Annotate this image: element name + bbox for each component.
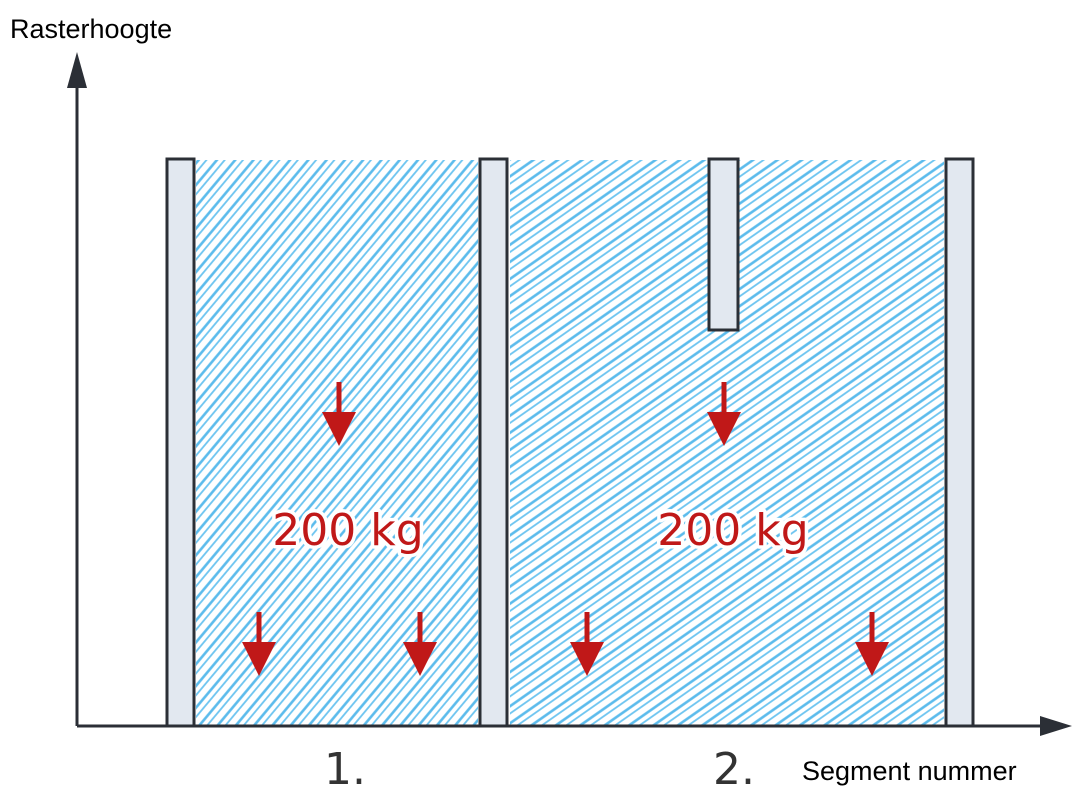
down-arrow-icon — [570, 612, 604, 676]
x-axis-arrowhead — [1040, 716, 1072, 736]
down-arrow-icon — [707, 382, 741, 446]
y-axis-label: Rasterhoogte — [10, 14, 172, 44]
down-arrow-icon — [242, 612, 276, 676]
down-arrow-icon — [855, 612, 889, 676]
down-arrow-icon — [322, 382, 356, 446]
segment-1-load-label: 200 kg — [272, 505, 423, 556]
segment-2-number: 2. — [713, 744, 755, 787]
down-arrow-icon — [403, 612, 437, 676]
y-axis-arrowhead — [67, 52, 87, 88]
x-axis-label: Segment nummer — [802, 756, 1017, 786]
segment-2-load-label: 200 kg — [657, 505, 808, 556]
post-middle — [478, 157, 509, 728]
post-short-top — [707, 157, 740, 332]
load-arrows — [242, 382, 889, 676]
post-right — [944, 157, 975, 728]
segment-1-number: 1. — [324, 744, 366, 787]
post-left — [165, 157, 196, 728]
segment-1-area — [196, 160, 478, 726]
